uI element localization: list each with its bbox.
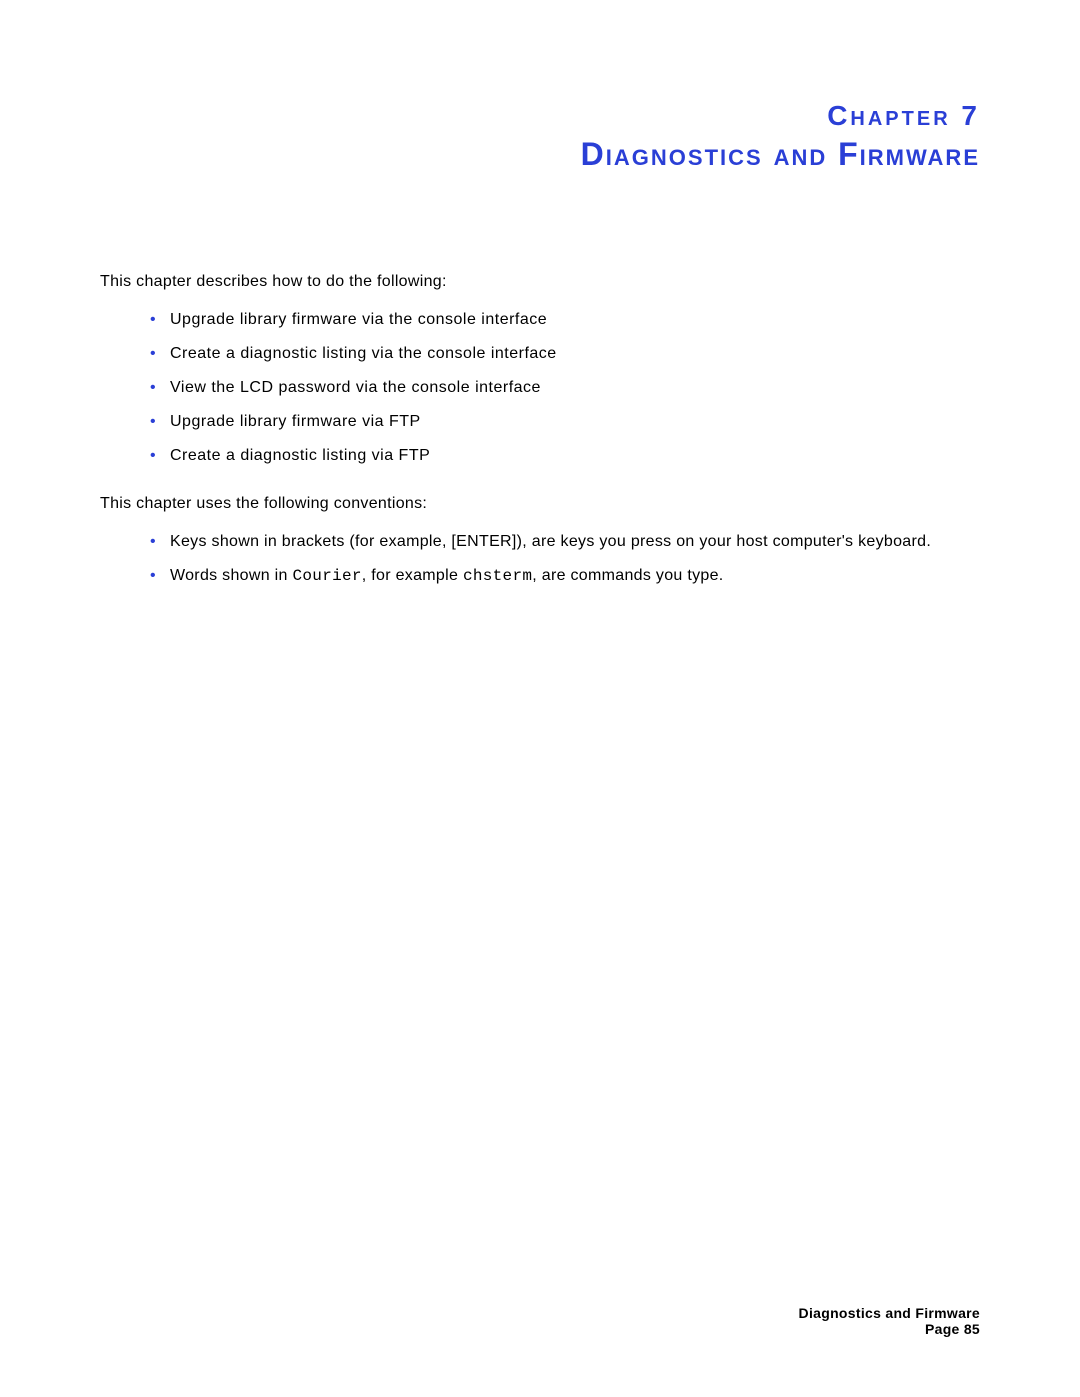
footer-page-number: Page 85	[799, 1321, 980, 1337]
list-item: Create a diagnostic listing via FTP	[150, 447, 980, 465]
task-list: Upgrade library firmware via the console…	[150, 311, 980, 465]
conventions-list: Keys shown in brackets (for example, [EN…	[150, 533, 980, 585]
text-segment: , are commands you type.	[532, 567, 723, 584]
footer-title: Diagnostics and Firmware	[799, 1305, 980, 1321]
intro-paragraph-2: This chapter uses the following conventi…	[100, 495, 980, 513]
list-item: Keys shown in brackets (for example, [EN…	[150, 533, 980, 551]
courier-text: chsterm	[463, 567, 532, 585]
text-segment: , for example	[362, 567, 463, 584]
list-item: Upgrade library firmware via the console…	[150, 311, 980, 329]
chapter-title: Diagnostics and Firmware	[100, 136, 980, 173]
page-footer: Diagnostics and Firmware Page 85	[799, 1305, 980, 1337]
list-item: Create a diagnostic listing via the cons…	[150, 345, 980, 363]
list-item: Upgrade library firmware via FTP	[150, 413, 980, 431]
list-item: View the LCD password via the console in…	[150, 379, 980, 397]
chapter-number: Chapter 7	[100, 100, 980, 132]
intro-paragraph-1: This chapter describes how to do the fol…	[100, 273, 980, 291]
list-item: Words shown in Courier, for example chst…	[150, 567, 980, 585]
courier-text: Courier	[292, 567, 361, 585]
chapter-header: Chapter 7 Diagnostics and Firmware	[100, 100, 980, 173]
text-segment: Words shown in	[170, 567, 292, 584]
